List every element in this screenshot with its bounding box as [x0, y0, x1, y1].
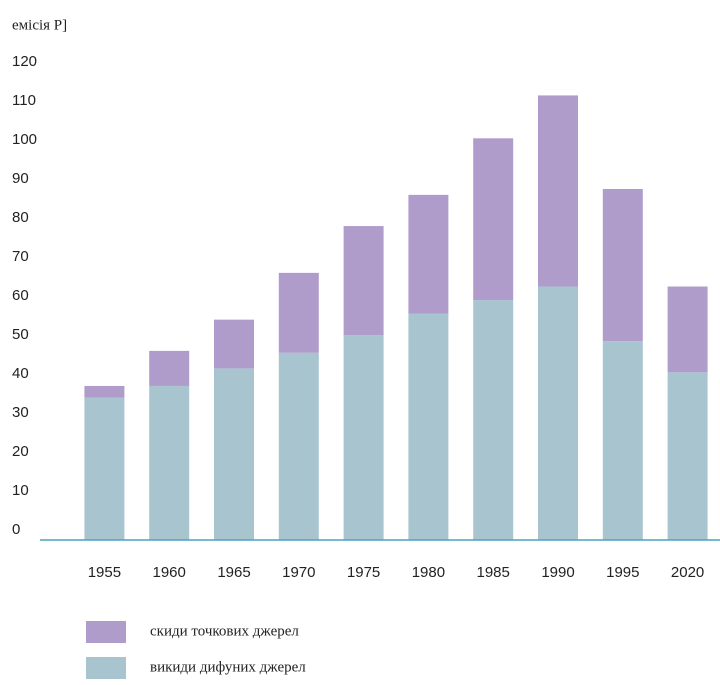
x-tick-label: 1975	[347, 564, 380, 581]
y-tick-label: 80	[12, 209, 29, 226]
bar-segment	[214, 368, 254, 540]
x-tick-label: 1980	[412, 564, 445, 581]
bar-segment	[602, 341, 643, 540]
legend-label: скиди точкових джерел	[150, 623, 299, 639]
y-tick-label: 90	[12, 170, 29, 187]
bar-segment	[278, 272, 319, 353]
y-tick-label: 100	[12, 131, 37, 148]
bar-segment	[667, 372, 708, 540]
x-tick-label: 1955	[88, 564, 121, 581]
bar-segment	[343, 226, 384, 336]
y-tick-label: 10	[12, 482, 29, 499]
x-tick-label: 2020	[671, 564, 704, 581]
bar-segment	[149, 350, 190, 386]
x-tick-label: 1995	[606, 564, 639, 581]
y-tick-label: 50	[12, 326, 29, 343]
bar-segment	[343, 335, 384, 540]
y-tick-label: 70	[12, 248, 29, 265]
y-tick-label: 40	[12, 365, 29, 382]
y-tick-label: 120	[12, 53, 37, 70]
bar-segment	[538, 286, 578, 540]
y-tick-label: 30	[12, 404, 29, 421]
y-tick-label: 110	[12, 92, 36, 109]
bar-segment	[84, 385, 125, 398]
bar-segment	[538, 95, 578, 287]
bar-segment	[408, 194, 449, 314]
bar-segment	[602, 189, 643, 342]
x-tick-label: 1960	[153, 564, 186, 581]
bar-segment	[278, 352, 319, 540]
y-tick-label: 0	[12, 521, 20, 538]
x-tick-label: 1985	[477, 564, 510, 581]
bar-segment	[84, 397, 125, 540]
bar-segment	[473, 300, 514, 540]
x-tick-label: 1970	[282, 564, 315, 581]
y-axis-title: емісія Р]	[12, 17, 67, 33]
bar-segment	[149, 385, 190, 540]
legend-swatch	[86, 621, 126, 643]
bar-segment	[667, 286, 708, 373]
bar-segment	[473, 138, 514, 301]
y-tick-label: 60	[12, 287, 29, 304]
legend-label: викиди дифуних джерел	[150, 659, 306, 675]
x-tick-label: 1965	[217, 564, 250, 581]
y-tick-label: 20	[12, 443, 29, 460]
bar-segment	[408, 313, 449, 540]
bar-segment	[214, 319, 254, 369]
x-tick-label: 1990	[541, 564, 574, 581]
legend-swatch	[86, 657, 126, 679]
